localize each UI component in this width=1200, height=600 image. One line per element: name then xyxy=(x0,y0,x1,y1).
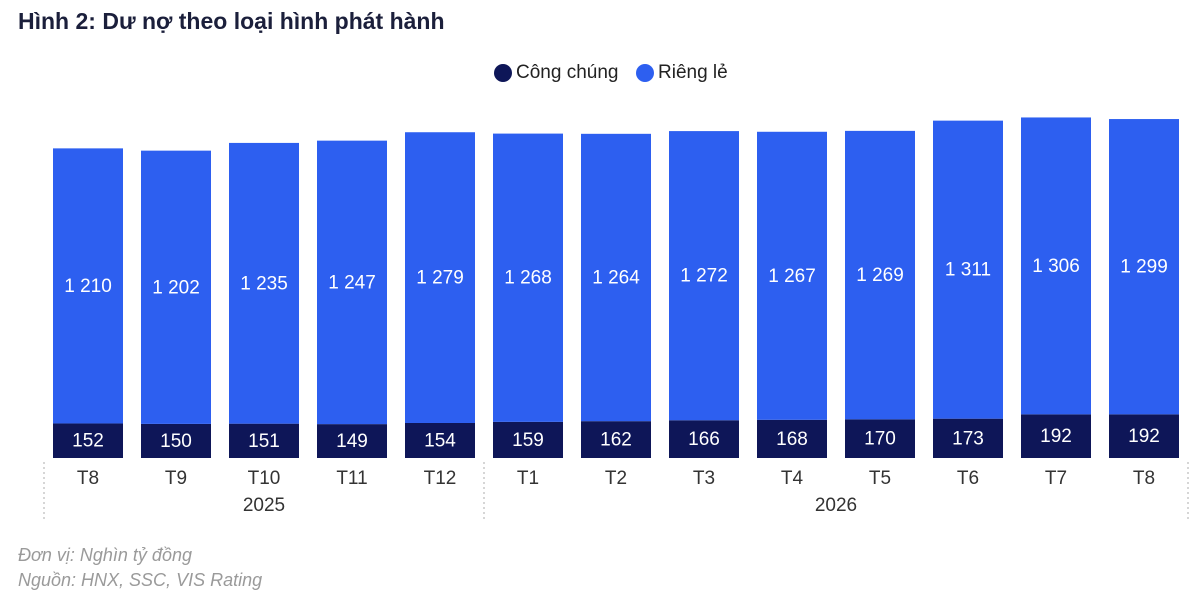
legend-label: Công chúng xyxy=(516,62,618,83)
bar-segment xyxy=(757,419,827,458)
bar-segment xyxy=(581,421,651,458)
value-label: 166 xyxy=(688,429,720,450)
value-label: 1 299 xyxy=(1120,257,1168,278)
bar-segment xyxy=(141,150,211,424)
bar-segment xyxy=(53,148,123,424)
value-label: 1 210 xyxy=(64,276,112,297)
bar-segment xyxy=(757,131,827,420)
legend-marker xyxy=(494,64,512,82)
x-tick-label: T4 xyxy=(781,468,804,489)
group-label: 2025 xyxy=(243,495,285,516)
value-label: 151 xyxy=(248,431,280,452)
value-label: 1 267 xyxy=(768,266,816,287)
value-label: 1 311 xyxy=(945,260,991,281)
footnote: Đơn vị: Nghìn tỷ đồng xyxy=(18,545,192,565)
bar-segment xyxy=(845,130,915,420)
value-label: 149 xyxy=(336,431,368,452)
x-tick-label: T2 xyxy=(605,468,627,489)
bar-segment xyxy=(933,120,1003,419)
value-label: 1 269 xyxy=(856,265,904,286)
bar-segment xyxy=(1109,414,1179,458)
x-tick-label: T12 xyxy=(424,468,457,489)
value-label: 154 xyxy=(424,431,456,452)
group-label: 2026 xyxy=(815,495,857,516)
bar-segment xyxy=(405,132,475,423)
chart-title: Hình 2: Dư nợ theo loại hình phát hành xyxy=(18,8,445,34)
value-label: 1 264 xyxy=(592,268,640,289)
value-label: 159 xyxy=(512,430,544,451)
value-label: 170 xyxy=(864,429,896,450)
value-label: 152 xyxy=(72,431,104,452)
value-label: 1 268 xyxy=(504,268,552,289)
bar-segment xyxy=(1109,119,1179,415)
x-tick-label: T6 xyxy=(957,468,979,489)
legend-label: Riêng lẻ xyxy=(658,62,728,83)
bar-segment xyxy=(493,133,563,422)
x-tick-label: T8 xyxy=(77,468,99,489)
x-tick-label: T8 xyxy=(1133,468,1155,489)
bar-segment xyxy=(141,423,211,458)
bar-segment xyxy=(1021,117,1091,415)
bar-segment xyxy=(669,131,739,421)
bar-segment xyxy=(669,420,739,458)
bar-segment xyxy=(317,424,387,458)
x-tick-label: T11 xyxy=(336,468,367,489)
bar-segment xyxy=(581,133,651,422)
bar-segment xyxy=(493,421,563,458)
x-tick-label: T9 xyxy=(165,468,187,489)
value-label: 192 xyxy=(1128,426,1160,447)
footnote: Nguồn: HNX, SSC, VIS Rating xyxy=(18,570,262,590)
bar-segment xyxy=(317,140,387,425)
value-label: 1 247 xyxy=(328,272,376,293)
bar-segment xyxy=(229,423,299,458)
value-label: 168 xyxy=(776,429,808,450)
x-tick-label: T7 xyxy=(1045,468,1067,489)
x-tick-label: T10 xyxy=(248,468,281,489)
value-label: 1 235 xyxy=(240,273,288,294)
value-label: 173 xyxy=(952,428,984,449)
value-label: 192 xyxy=(1040,426,1072,447)
bar-segment xyxy=(933,418,1003,458)
x-tick-label: T3 xyxy=(693,468,715,489)
legend-marker xyxy=(636,64,654,82)
bar-segment xyxy=(1021,414,1091,458)
bar-segment xyxy=(405,422,475,458)
bar-segment xyxy=(53,423,123,458)
value-label: 1 306 xyxy=(1032,256,1080,277)
bar-segment xyxy=(845,419,915,458)
bar-segment xyxy=(229,142,299,424)
value-label: 162 xyxy=(600,430,632,451)
x-tick-label: T5 xyxy=(869,468,891,489)
value-label: 1 272 xyxy=(680,266,728,287)
value-label: 150 xyxy=(160,431,192,452)
value-label: 1 279 xyxy=(416,268,464,289)
x-tick-label: T1 xyxy=(517,468,539,489)
value-label: 1 202 xyxy=(152,277,200,298)
